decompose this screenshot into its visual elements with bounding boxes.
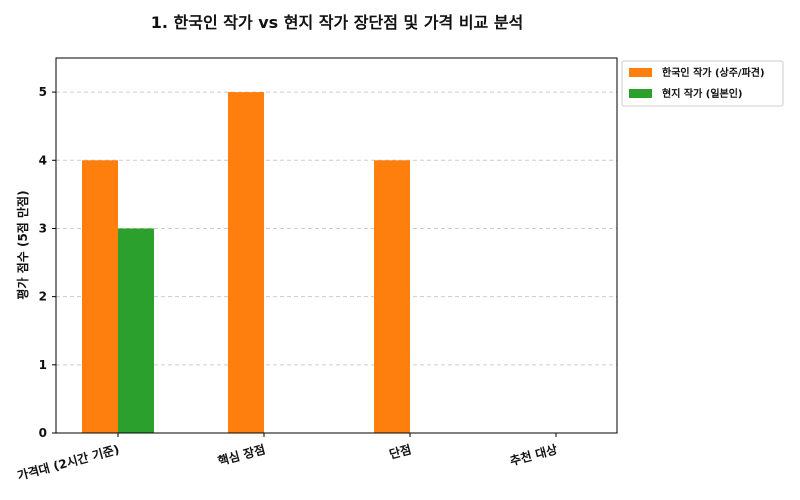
legend-swatch-korean-artist [629,68,652,77]
y-tick-label: 0 [39,426,47,440]
bar-korean-artist [228,92,264,433]
legend-label-local-artist: 현지 작가 (일본인) [662,87,743,100]
y-tick-label: 4 [39,153,47,167]
bar-korean-artist [82,160,118,434]
bar-korean-artist [374,160,410,434]
x-tick-label: 추천 대상 [508,441,559,468]
legend-box [621,60,784,107]
y-axis-label: 평가 점수 (5점 만점) [15,190,30,299]
y-tick-label: 2 [39,290,47,304]
x-axis-ticks: 가격대 (2시간 기준) 핵심 장점 단점 추천 대상 [16,433,559,483]
bars [82,92,410,434]
plot-frame [55,57,618,434]
y-tick-label: 1 [39,358,47,372]
bar-local-artist [118,228,154,433]
x-tick-label: 단점 [388,441,413,461]
x-tick-label: 가격대 (2시간 기준) [16,441,121,483]
legend: 한국인 작가 (상주/파견) 현지 작가 (일본인) [621,60,784,107]
x-tick-label: 핵심 장점 [216,441,267,468]
legend-label-korean-artist: 한국인 작가 (상주/파견) [662,66,765,79]
y-axis-ticks: 0 1 2 3 4 5 [39,85,56,440]
y-tick-label: 3 [39,221,47,235]
chart-title: 1. 한국인 작가 vs 현지 작가 장단점 및 가격 비교 분석 [151,13,524,32]
y-tick-label: 5 [39,85,47,99]
legend-swatch-local-artist [629,89,652,98]
